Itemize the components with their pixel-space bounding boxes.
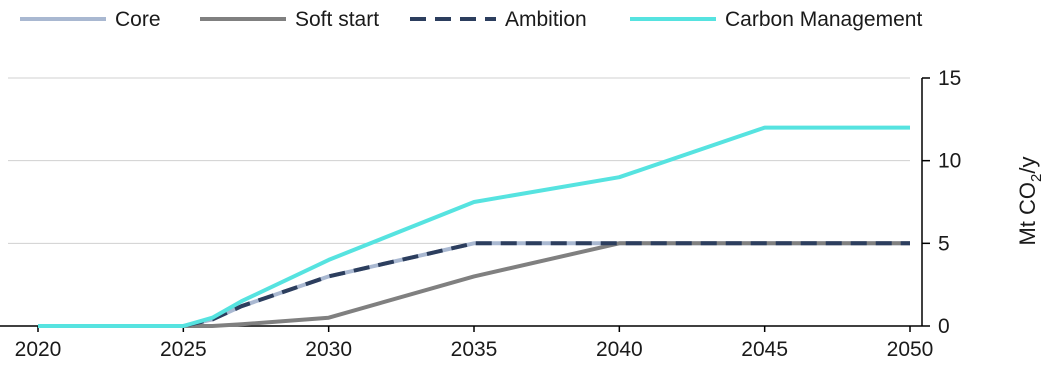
x-tick-label-2040: 2040 bbox=[596, 338, 643, 361]
y-tick-label-0: 0 bbox=[938, 315, 950, 338]
tick-labels: 0 5 10 15 2020 2025 2030 2035 2040 2045 2050 bbox=[15, 67, 962, 361]
series-line-ambition bbox=[38, 241, 910, 328]
y-axis-title-tail: /y bbox=[1015, 156, 1040, 173]
series-lines bbox=[38, 125, 910, 328]
x-tick-label-2020: 2020 bbox=[15, 338, 62, 361]
x-tick-label-2050: 2050 bbox=[887, 338, 934, 361]
gridlines bbox=[8, 77, 910, 244]
y-tick-label-10: 10 bbox=[938, 150, 961, 173]
x-tick-label-2035: 2035 bbox=[451, 338, 498, 361]
series-line-core bbox=[38, 241, 910, 328]
legend-label-ambition: Ambition bbox=[505, 8, 587, 31]
x-tick-label-2045: 2045 bbox=[741, 338, 788, 361]
y-tick-label-15: 15 bbox=[938, 67, 961, 90]
y-axis-title: Mt CO2/y bbox=[1015, 156, 1045, 245]
y-axis-title-subscript: 2 bbox=[1028, 174, 1045, 182]
legend-label-soft-start: Soft start bbox=[295, 8, 379, 31]
legend-label-carbon-management: Carbon Management bbox=[725, 8, 922, 31]
legend: Core Soft start Ambition Carbon Management bbox=[20, 8, 922, 31]
series-line-soft-start bbox=[38, 241, 910, 328]
legend-label-core: Core bbox=[115, 8, 161, 31]
x-tick-label-2030: 2030 bbox=[305, 338, 352, 361]
series-line-carbon-management bbox=[38, 125, 910, 328]
y-axis-title-main: Mt CO bbox=[1015, 182, 1040, 246]
x-tick-label-2025: 2025 bbox=[160, 338, 207, 361]
y-tick-label-5: 5 bbox=[938, 232, 950, 255]
